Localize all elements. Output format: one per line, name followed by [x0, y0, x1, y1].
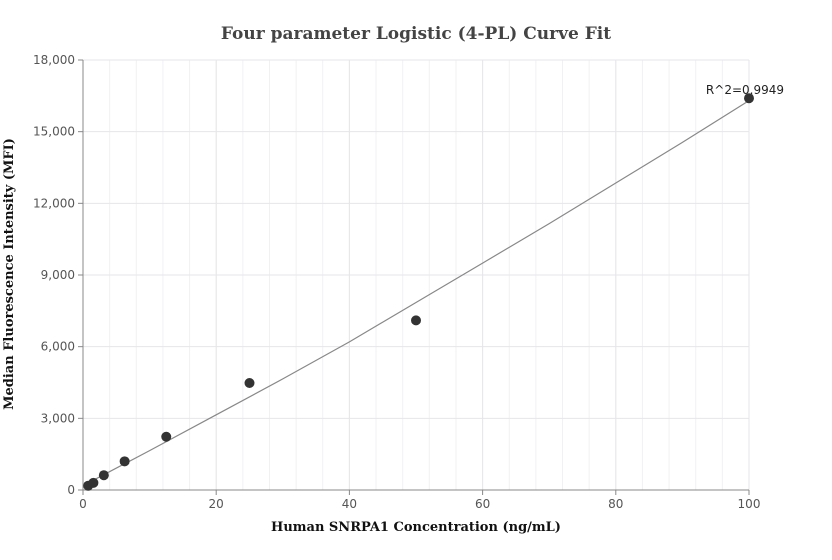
- data-point: [88, 477, 99, 488]
- data-point: [161, 431, 172, 442]
- y-tick-label: 18,000: [33, 53, 75, 67]
- data-point: [119, 456, 130, 467]
- data-point: [98, 470, 109, 481]
- x-axis-label: Human SNRPA1 Concentration (ng/mL): [271, 520, 561, 535]
- axes: [78, 59, 750, 495]
- y-axis-label: Median Fluorescence Intensity (MFI): [2, 138, 17, 410]
- x-tick-label: 80: [608, 497, 623, 511]
- y-tick-label: 12,000: [33, 196, 75, 210]
- data-points: [83, 93, 754, 491]
- x-tick-label: 40: [342, 497, 357, 511]
- data-point: [244, 377, 255, 388]
- r-squared-annotation: R^2=0.9949: [706, 83, 784, 97]
- data-point: [744, 93, 754, 104]
- x-tick-label: 60: [475, 497, 490, 511]
- fit-curve-layer: [82, 100, 750, 487]
- x-tick-label: 100: [738, 497, 761, 511]
- grid: [82, 59, 750, 491]
- y-tick-label: 15,000: [33, 125, 75, 139]
- x-tick-label: 20: [209, 497, 224, 511]
- tick-labels: 0 3,000 6,000 9,000 12,000 15,000 18,000 0 20 40 6…: [33, 53, 760, 511]
- y-tick-label: 3,000: [41, 411, 75, 425]
- y-tick-label: 9,000: [41, 268, 75, 282]
- data-point: [411, 315, 421, 326]
- x-tick-label: 0: [79, 497, 87, 511]
- fit-curve: [82, 100, 750, 487]
- y-tick-label: 0: [67, 483, 75, 497]
- chart-title: Four parameter Logistic (4-PL) Curve Fit: [221, 24, 611, 44]
- y-tick-label: 6,000: [41, 340, 75, 354]
